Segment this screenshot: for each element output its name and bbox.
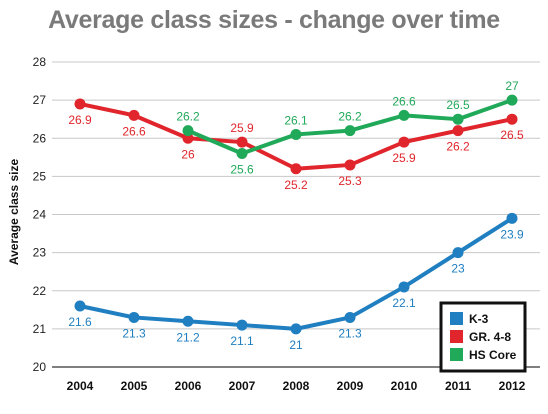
x-tick-label: 2006 [175, 379, 202, 393]
x-tick-label: 2009 [337, 379, 364, 393]
data-point [506, 212, 518, 224]
data-label: 26.2 [446, 140, 470, 154]
data-label: 21.3 [338, 326, 362, 340]
data-label: 25.6 [230, 163, 254, 177]
data-label: 26 [181, 147, 195, 161]
x-tick-label: 2005 [121, 379, 148, 393]
data-label: 26.6 [392, 94, 416, 108]
y-tick-label: 21 [33, 322, 47, 336]
data-point [506, 113, 518, 125]
legend-swatch [450, 348, 463, 361]
data-point [74, 98, 86, 110]
legend-entry: HS Core [469, 348, 517, 362]
x-tick-label: 2004 [67, 379, 94, 393]
data-point [128, 109, 140, 121]
y-tick-label: 25 [33, 169, 47, 183]
data-point [74, 300, 86, 312]
data-label: 25.9 [392, 151, 416, 165]
data-label: 26.5 [500, 128, 524, 142]
data-label: 27 [505, 79, 519, 93]
data-point [236, 319, 248, 331]
data-point [344, 311, 356, 323]
data-point [344, 125, 356, 137]
data-point [290, 323, 302, 335]
data-label: 21.1 [230, 334, 254, 348]
data-label: 21.3 [122, 326, 146, 340]
y-tick-label: 20 [33, 360, 47, 374]
y-tick-label: 26 [33, 131, 47, 145]
data-point [452, 247, 464, 259]
y-axis-label: Average class size [7, 159, 21, 266]
data-label: 25.2 [284, 178, 308, 192]
data-point [182, 125, 194, 137]
x-tick-label: 2011 [445, 379, 471, 393]
data-point [182, 132, 194, 144]
data-label: 21.2 [176, 330, 200, 344]
data-label: 26.5 [446, 98, 470, 112]
data-point [506, 94, 518, 106]
data-label: 26.1 [284, 113, 308, 127]
data-point [344, 159, 356, 171]
y-tick-label: 28 [33, 55, 47, 69]
data-label: 21.6 [68, 315, 92, 329]
data-label: 26.9 [68, 113, 92, 127]
data-point [128, 311, 140, 323]
x-tick-label: 2007 [229, 379, 256, 393]
x-tick-label: 2008 [283, 379, 310, 393]
data-point [236, 148, 248, 159]
x-tick-label: 2010 [391, 379, 418, 393]
data-label: 23 [451, 262, 465, 276]
legend-entry: K-3 [469, 312, 489, 326]
y-tick-label: 24 [33, 208, 47, 222]
legend-entry: GR. 4-8 [469, 330, 511, 344]
data-point [290, 128, 302, 140]
legend-swatch [450, 330, 463, 343]
data-point [452, 113, 464, 125]
data-label: 25.3 [338, 174, 362, 188]
data-label: 21 [289, 338, 303, 352]
data-label: 25.9 [230, 121, 254, 135]
data-point [452, 125, 464, 137]
data-label: 22.1 [392, 296, 416, 310]
x-tick-label: 2012 [499, 379, 526, 393]
data-point [398, 281, 410, 293]
data-label: 23.9 [500, 227, 524, 241]
data-point [290, 163, 302, 175]
data-label: 26.2 [338, 110, 362, 124]
data-label: 26.6 [122, 124, 146, 138]
y-tick-label: 23 [33, 246, 47, 260]
data-point [398, 109, 410, 121]
data-point [182, 315, 194, 327]
y-tick-label: 27 [33, 93, 47, 107]
data-label: 26.2 [176, 110, 200, 124]
data-point [398, 136, 410, 148]
legend: K-3 GR. 4-8 HS Core [439, 301, 527, 373]
legend-swatch [450, 312, 463, 325]
y-tick-label: 22 [33, 284, 47, 298]
chart-title: Average class sizes - change over time [48, 6, 500, 34]
data-point [236, 136, 248, 148]
